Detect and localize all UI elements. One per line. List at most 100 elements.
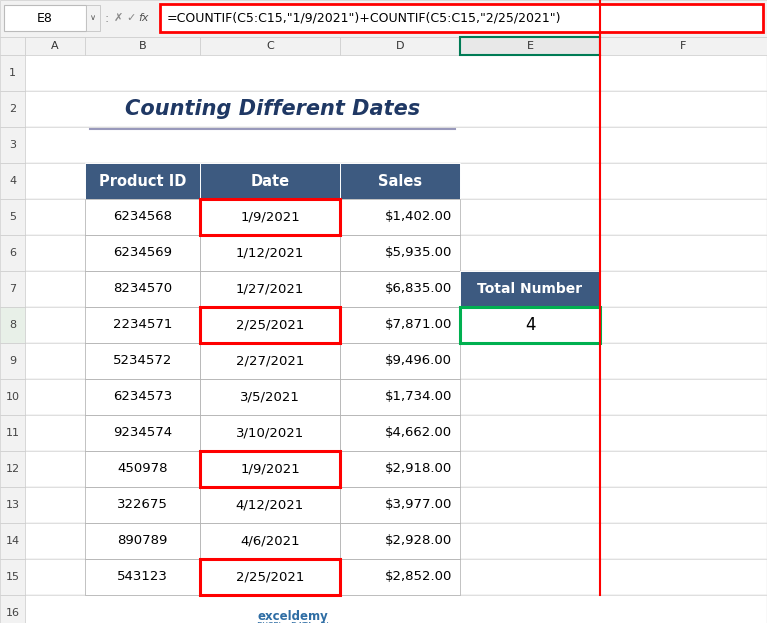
Bar	[25, 37, 85, 55]
Text: 1/12/2021: 1/12/2021	[235, 247, 304, 260]
Bar	[25, 163, 767, 199]
Bar	[25, 127, 767, 163]
Text: 6234568: 6234568	[113, 211, 172, 224]
Bar	[0, 523, 25, 559]
Text: 10: 10	[5, 392, 19, 402]
Text: 5: 5	[9, 212, 16, 222]
Bar	[200, 199, 340, 235]
Text: 2: 2	[9, 104, 16, 114]
Bar	[340, 487, 460, 523]
Text: 6234573: 6234573	[113, 391, 172, 404]
Text: 1/9/2021: 1/9/2021	[240, 462, 300, 475]
Bar	[340, 307, 460, 343]
Text: 890789: 890789	[117, 535, 168, 548]
Text: fx: fx	[138, 13, 149, 23]
Bar	[0, 199, 25, 235]
Text: 7: 7	[9, 284, 16, 294]
Bar	[25, 415, 767, 451]
Bar	[25, 523, 767, 559]
Text: Counting Different Dates: Counting Different Dates	[125, 99, 420, 119]
Text: 450978: 450978	[117, 462, 168, 475]
Text: 2/25/2021: 2/25/2021	[235, 571, 304, 584]
Text: $1,734.00: $1,734.00	[384, 391, 452, 404]
Bar	[25, 235, 767, 271]
Bar	[200, 307, 340, 343]
Text: $5,935.00: $5,935.00	[384, 247, 452, 260]
Bar	[340, 37, 460, 55]
Bar	[0, 307, 25, 343]
Bar	[340, 163, 460, 199]
Text: A: A	[51, 41, 59, 51]
Bar	[25, 451, 767, 487]
Text: 1/27/2021: 1/27/2021	[235, 282, 304, 295]
Bar	[0, 271, 25, 307]
Bar	[340, 235, 460, 271]
Bar	[85, 163, 200, 199]
Bar	[200, 451, 340, 487]
Bar	[85, 235, 200, 271]
Bar	[340, 199, 460, 235]
Bar	[200, 343, 340, 379]
Bar	[25, 379, 767, 415]
Bar	[0, 37, 25, 55]
Text: 3: 3	[9, 140, 16, 150]
Bar	[200, 559, 340, 595]
Bar	[25, 199, 767, 235]
Text: $9,496.00: $9,496.00	[385, 354, 452, 368]
Bar	[0, 415, 25, 451]
Text: 8: 8	[9, 320, 16, 330]
Text: 3/10/2021: 3/10/2021	[236, 427, 304, 439]
Text: B: B	[139, 41, 146, 51]
Bar	[340, 271, 460, 307]
Bar	[160, 4, 763, 32]
Bar	[600, 37, 767, 55]
Text: 11: 11	[5, 428, 19, 438]
Text: 5234572: 5234572	[113, 354, 172, 368]
Bar	[85, 415, 200, 451]
Text: EXCEL · DATA · BI: EXCEL · DATA · BI	[257, 622, 328, 623]
Bar	[200, 451, 340, 487]
Text: E: E	[526, 41, 534, 51]
Bar	[340, 559, 460, 595]
Text: D: D	[396, 41, 404, 51]
Bar	[200, 271, 340, 307]
Text: ∨: ∨	[90, 14, 96, 22]
Text: Date: Date	[251, 173, 290, 189]
Bar	[200, 379, 340, 415]
Bar	[25, 487, 767, 523]
Text: 543123: 543123	[117, 571, 168, 584]
Bar	[25, 559, 767, 595]
Bar	[0, 379, 25, 415]
Bar	[25, 595, 767, 623]
Text: $3,977.00: $3,977.00	[384, 498, 452, 511]
Bar	[200, 235, 340, 271]
Bar	[460, 271, 600, 307]
Bar	[25, 307, 767, 343]
Bar	[85, 487, 200, 523]
Text: 4/6/2021: 4/6/2021	[240, 535, 300, 548]
Text: 15: 15	[5, 572, 19, 582]
Text: C: C	[266, 41, 274, 51]
Text: 3/5/2021: 3/5/2021	[240, 391, 300, 404]
Bar	[460, 307, 600, 343]
Text: 4: 4	[9, 176, 16, 186]
Text: 2234571: 2234571	[113, 318, 172, 331]
Bar	[85, 451, 200, 487]
Text: 12: 12	[5, 464, 20, 474]
Text: $2,852.00: $2,852.00	[384, 571, 452, 584]
Text: Product ID: Product ID	[99, 173, 186, 189]
Bar	[460, 37, 600, 55]
Bar	[0, 127, 25, 163]
Text: 6: 6	[9, 248, 16, 258]
Text: =COUNTIF(C5:C15,"1/9/2021")+COUNTIF(C5:C15,"2/25/2021"): =COUNTIF(C5:C15,"1/9/2021")+COUNTIF(C5:C…	[167, 11, 561, 24]
Bar	[85, 37, 200, 55]
Bar	[0, 55, 25, 91]
Bar	[86, 5, 100, 31]
Text: 9234574: 9234574	[113, 427, 172, 439]
Text: $7,871.00: $7,871.00	[384, 318, 452, 331]
Text: 9: 9	[9, 356, 16, 366]
Bar	[85, 523, 200, 559]
Bar	[4, 5, 86, 31]
Text: Total Number: Total Number	[477, 282, 583, 296]
Text: $2,928.00: $2,928.00	[385, 535, 452, 548]
